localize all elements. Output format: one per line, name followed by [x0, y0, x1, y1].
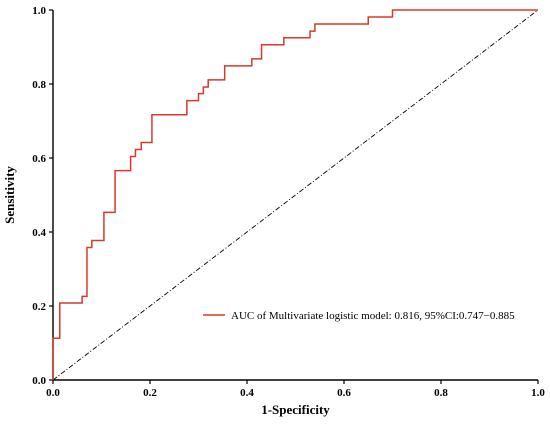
x-tick-label: 0.6: [337, 387, 351, 399]
y-axis-title: Sensitivity: [2, 166, 17, 224]
x-tick-label: 0.2: [143, 387, 157, 399]
series-group: [52, 9, 539, 381]
y-tick-label: 0.0: [32, 375, 46, 387]
x-tick-label: 0.8: [434, 387, 448, 399]
y-tick-label: 0.2: [32, 301, 46, 313]
y-tick-label: 0.6: [32, 153, 46, 165]
y-tick-label: 0.4: [32, 227, 46, 239]
y-tick-label: 1.0: [32, 5, 46, 17]
legend-label: AUC of Multivariate logistic model: 0.81…: [231, 310, 515, 322]
roc-curve-line: [52, 9, 538, 380]
reference-diagonal-line: [52, 9, 539, 381]
x-axis-title: 1-Specificity: [261, 402, 330, 417]
legend: AUC of Multivariate logistic model: 0.81…: [203, 310, 515, 322]
x-tick-label: 0.0: [46, 387, 60, 399]
axis-ticks: 0.0 0.2 0.4 0.6 0.8 1.0 0.0 0.2 0.4 0.6 0.8 1.0: [32, 5, 545, 399]
y-tick-label: 0.8: [32, 79, 46, 91]
x-tick-label: 0.4: [240, 387, 254, 399]
x-tick-label: 1.0: [531, 387, 545, 399]
